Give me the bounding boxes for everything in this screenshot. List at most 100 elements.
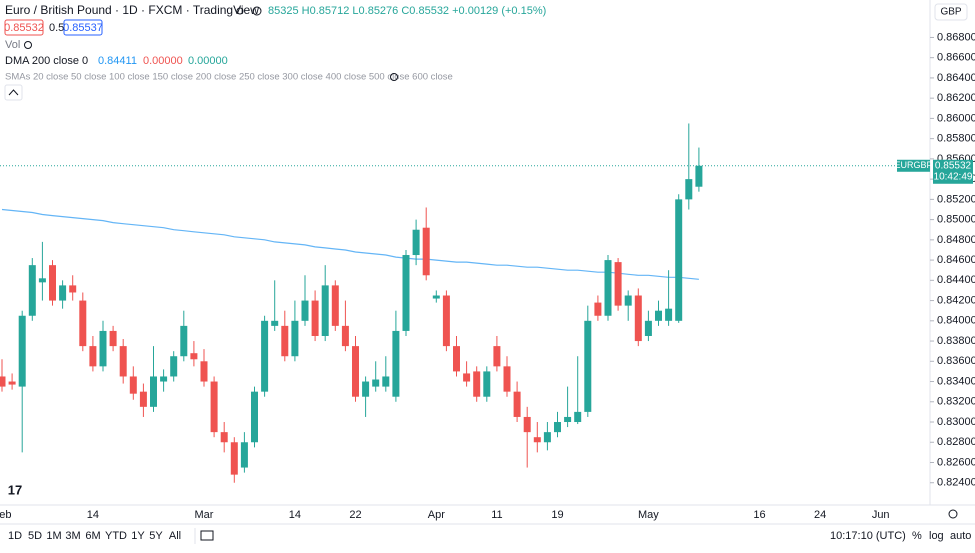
log-toggle[interactable]: log (929, 530, 944, 542)
x-tick-label: Jun (872, 509, 890, 521)
candle-body (0, 376, 6, 387)
candle-body (220, 432, 228, 443)
y-tick-label: 0.83800 (937, 335, 975, 347)
range-button[interactable]: 1Y (131, 530, 145, 542)
candle-body (382, 376, 390, 387)
candle-body (352, 346, 359, 397)
y-tick-label: 0.84400 (937, 274, 975, 286)
y-tick-label: 0.86600 (937, 52, 975, 64)
candle-body (79, 300, 87, 347)
candle-body (200, 361, 208, 382)
y-tick-label: 0.83400 (937, 375, 975, 387)
eye-icon[interactable] (24, 41, 32, 49)
candle-body (442, 295, 450, 347)
x-tick-label: Mar (195, 509, 214, 521)
range-button[interactable]: 1D (8, 530, 22, 542)
candle-body (473, 371, 481, 397)
candle-body (109, 330, 117, 347)
bid-box[interactable] (4, 19, 44, 36)
range-button[interactable]: 6M (85, 530, 100, 542)
y-tick-label: 0.83600 (937, 355, 975, 367)
candle-body (402, 255, 410, 331)
candle-body (665, 308, 673, 321)
spread: 0.5 (49, 22, 64, 34)
candle-body (301, 300, 309, 321)
settings-icon[interactable] (252, 6, 262, 16)
candle-body (49, 265, 56, 301)
range-button[interactable]: All (169, 530, 181, 542)
x-tick-label: 11 (491, 509, 502, 521)
dma-value: 0.00000 (143, 55, 183, 67)
y-tick-label: 0.86400 (937, 72, 975, 84)
dma-label: DMA 200 close 0 (5, 55, 88, 67)
symbol-tag (897, 159, 930, 172)
x-tick-label: Apr (428, 509, 445, 521)
candle-body (89, 346, 97, 367)
candle-body (210, 381, 218, 433)
collapse-button[interactable] (4, 84, 23, 101)
candle-body (331, 285, 339, 326)
y-tick-label: 0.83200 (937, 396, 975, 408)
y-tick-label: 0.85000 (937, 214, 975, 226)
candle-body (170, 356, 178, 377)
currency: GBP (940, 7, 961, 18)
candle-body (655, 310, 662, 321)
x-tick-label: 24 (814, 509, 826, 521)
x-tick-label: 14 (87, 509, 99, 521)
price-tag (933, 159, 973, 184)
candle-body (644, 320, 652, 336)
candle-body (240, 442, 248, 468)
range-button[interactable]: YTD (105, 530, 127, 542)
currency-button[interactable] (934, 3, 968, 21)
range-button[interactable]: 3M (65, 530, 80, 542)
candle-body (675, 199, 683, 321)
symbol-tag-label: EURGBP (894, 160, 932, 170)
candle-body (69, 285, 77, 293)
range-button[interactable]: 5D (28, 530, 42, 542)
candle-body (513, 391, 521, 417)
candle-body (463, 373, 471, 382)
candle-body (291, 320, 299, 357)
ask: 0.85537 (63, 22, 103, 34)
ohlc: 85325 H0.85712 L0.85276 C0.85532 +0.0012… (268, 5, 546, 17)
settings-gear[interactable] (948, 509, 958, 519)
candle-body (38, 278, 46, 283)
goto-icon[interactable] (200, 530, 214, 541)
auto-toggle[interactable]: auto (950, 530, 971, 542)
candle-body (8, 381, 16, 385)
percent-toggle[interactable]: % (912, 530, 922, 542)
candle-body (685, 179, 693, 200)
candle-body (624, 295, 632, 306)
candle-body (281, 325, 289, 357)
ask-box[interactable] (63, 19, 103, 36)
candle-body (634, 295, 642, 342)
candle-body (493, 346, 501, 367)
candle-body (422, 227, 430, 276)
candle-body (483, 371, 491, 397)
candle-body (503, 366, 511, 392)
eye-icon[interactable] (390, 73, 398, 81)
candle-body (412, 229, 420, 256)
eye-icon[interactable] (236, 7, 244, 15)
candle-body (604, 260, 612, 316)
y-tick-label: 0.85800 (937, 133, 975, 145)
x-tick-label: 19 (551, 509, 563, 521)
y-tick-label: 0.84000 (937, 315, 975, 327)
y-tick-label: 0.82600 (937, 456, 975, 468)
candle-body (554, 422, 561, 433)
candle-body (119, 346, 127, 377)
candle-body (533, 437, 541, 443)
candle-body (574, 411, 582, 423)
legend: Euro / British Pound · 1D · FXCM · Tradi… (4, 3, 546, 101)
y-tick-label: 0.82400 (937, 477, 975, 489)
candle-body (432, 295, 440, 299)
y-tick-label: 0.84600 (937, 254, 975, 266)
range-button[interactable]: 5Y (149, 530, 163, 542)
candle-body (59, 285, 67, 301)
x-tick-label: May (638, 509, 659, 521)
vol-label: Vol (5, 39, 20, 51)
range-button[interactable]: 1M (46, 530, 61, 542)
y-tick-label: 0.83000 (937, 416, 975, 428)
